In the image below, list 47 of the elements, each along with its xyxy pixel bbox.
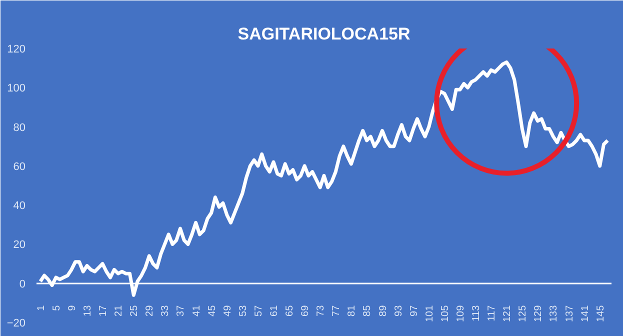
x-tick-label: 53 [238,304,249,316]
x-tick-label: 137 [564,304,576,322]
x-tick-label: 81 [346,304,358,316]
y-tick-label: 60 [13,160,26,173]
x-tick-label: 69 [300,304,312,316]
x-tick-label: 9 [66,304,78,311]
x-tick-label: 29 [144,304,156,316]
x-tick-label: 41 [191,304,202,316]
x-tick-label: 49 [222,304,234,316]
x-tick-label: 93 [393,304,404,316]
x-tick-label: 133 [548,304,560,322]
y-tick-label: 20 [13,239,26,252]
x-tick-label: 61 [268,304,280,316]
chart-title: SAGITARIOLOCA15R [238,24,410,44]
x-tick-label: 13 [82,304,94,316]
y-tick-label: 40 [13,200,26,212]
x-tick-label: 145 [595,304,606,322]
x-tick-label: 5 [51,304,62,311]
x-tick-label: 25 [129,304,140,316]
x-tick-label: 57 [253,304,264,316]
x-tick-label: 117 [486,304,498,322]
x-tick-label: 113 [471,304,482,322]
x-tick-label: 33 [160,304,172,316]
x-tick-label: 97 [408,304,420,316]
y-tick-label: −20 [6,318,26,330]
x-tick-label: 101 [424,304,436,322]
x-tick-label: 109 [455,304,466,322]
x-tick-label: 125 [518,304,529,322]
x-tick-label: 77 [331,304,342,316]
x-tick-label: 45 [206,304,218,316]
x-tick-label: 89 [378,304,389,316]
line-series [38,60,610,297]
y-tick-label: 120 [7,44,26,56]
x-tick-label: 129 [533,304,544,322]
y-tick-label: 100 [7,82,26,95]
x-tick-label: 121 [502,304,514,322]
x-tick-label: 73 [316,304,327,316]
x-tick-label: 105 [440,304,451,322]
y-tick-label: 0 [19,278,26,290]
y-tick-label: 80 [13,122,26,134]
x-tick-label: 21 [114,304,125,316]
x-tick-label: 1 [36,304,47,311]
x-tick-label: 37 [176,304,187,316]
x-tick-label: 65 [284,304,296,316]
x-tick-label: 141 [580,304,591,322]
x-tick-label: 17 [98,304,110,316]
x-tick-label: 85 [362,304,374,316]
